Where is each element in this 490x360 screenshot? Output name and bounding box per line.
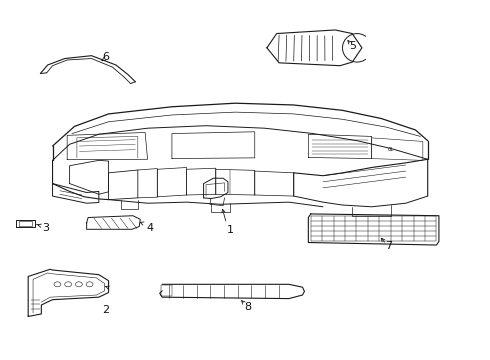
Text: 4: 4 <box>147 223 153 233</box>
Text: 5: 5 <box>349 41 356 51</box>
Text: 6: 6 <box>102 52 110 62</box>
Text: 3: 3 <box>42 223 49 233</box>
Text: 2: 2 <box>102 305 110 315</box>
Text: GL: GL <box>388 147 394 152</box>
Text: 1: 1 <box>227 225 234 235</box>
Text: 7: 7 <box>385 241 392 251</box>
Text: 8: 8 <box>244 302 251 312</box>
